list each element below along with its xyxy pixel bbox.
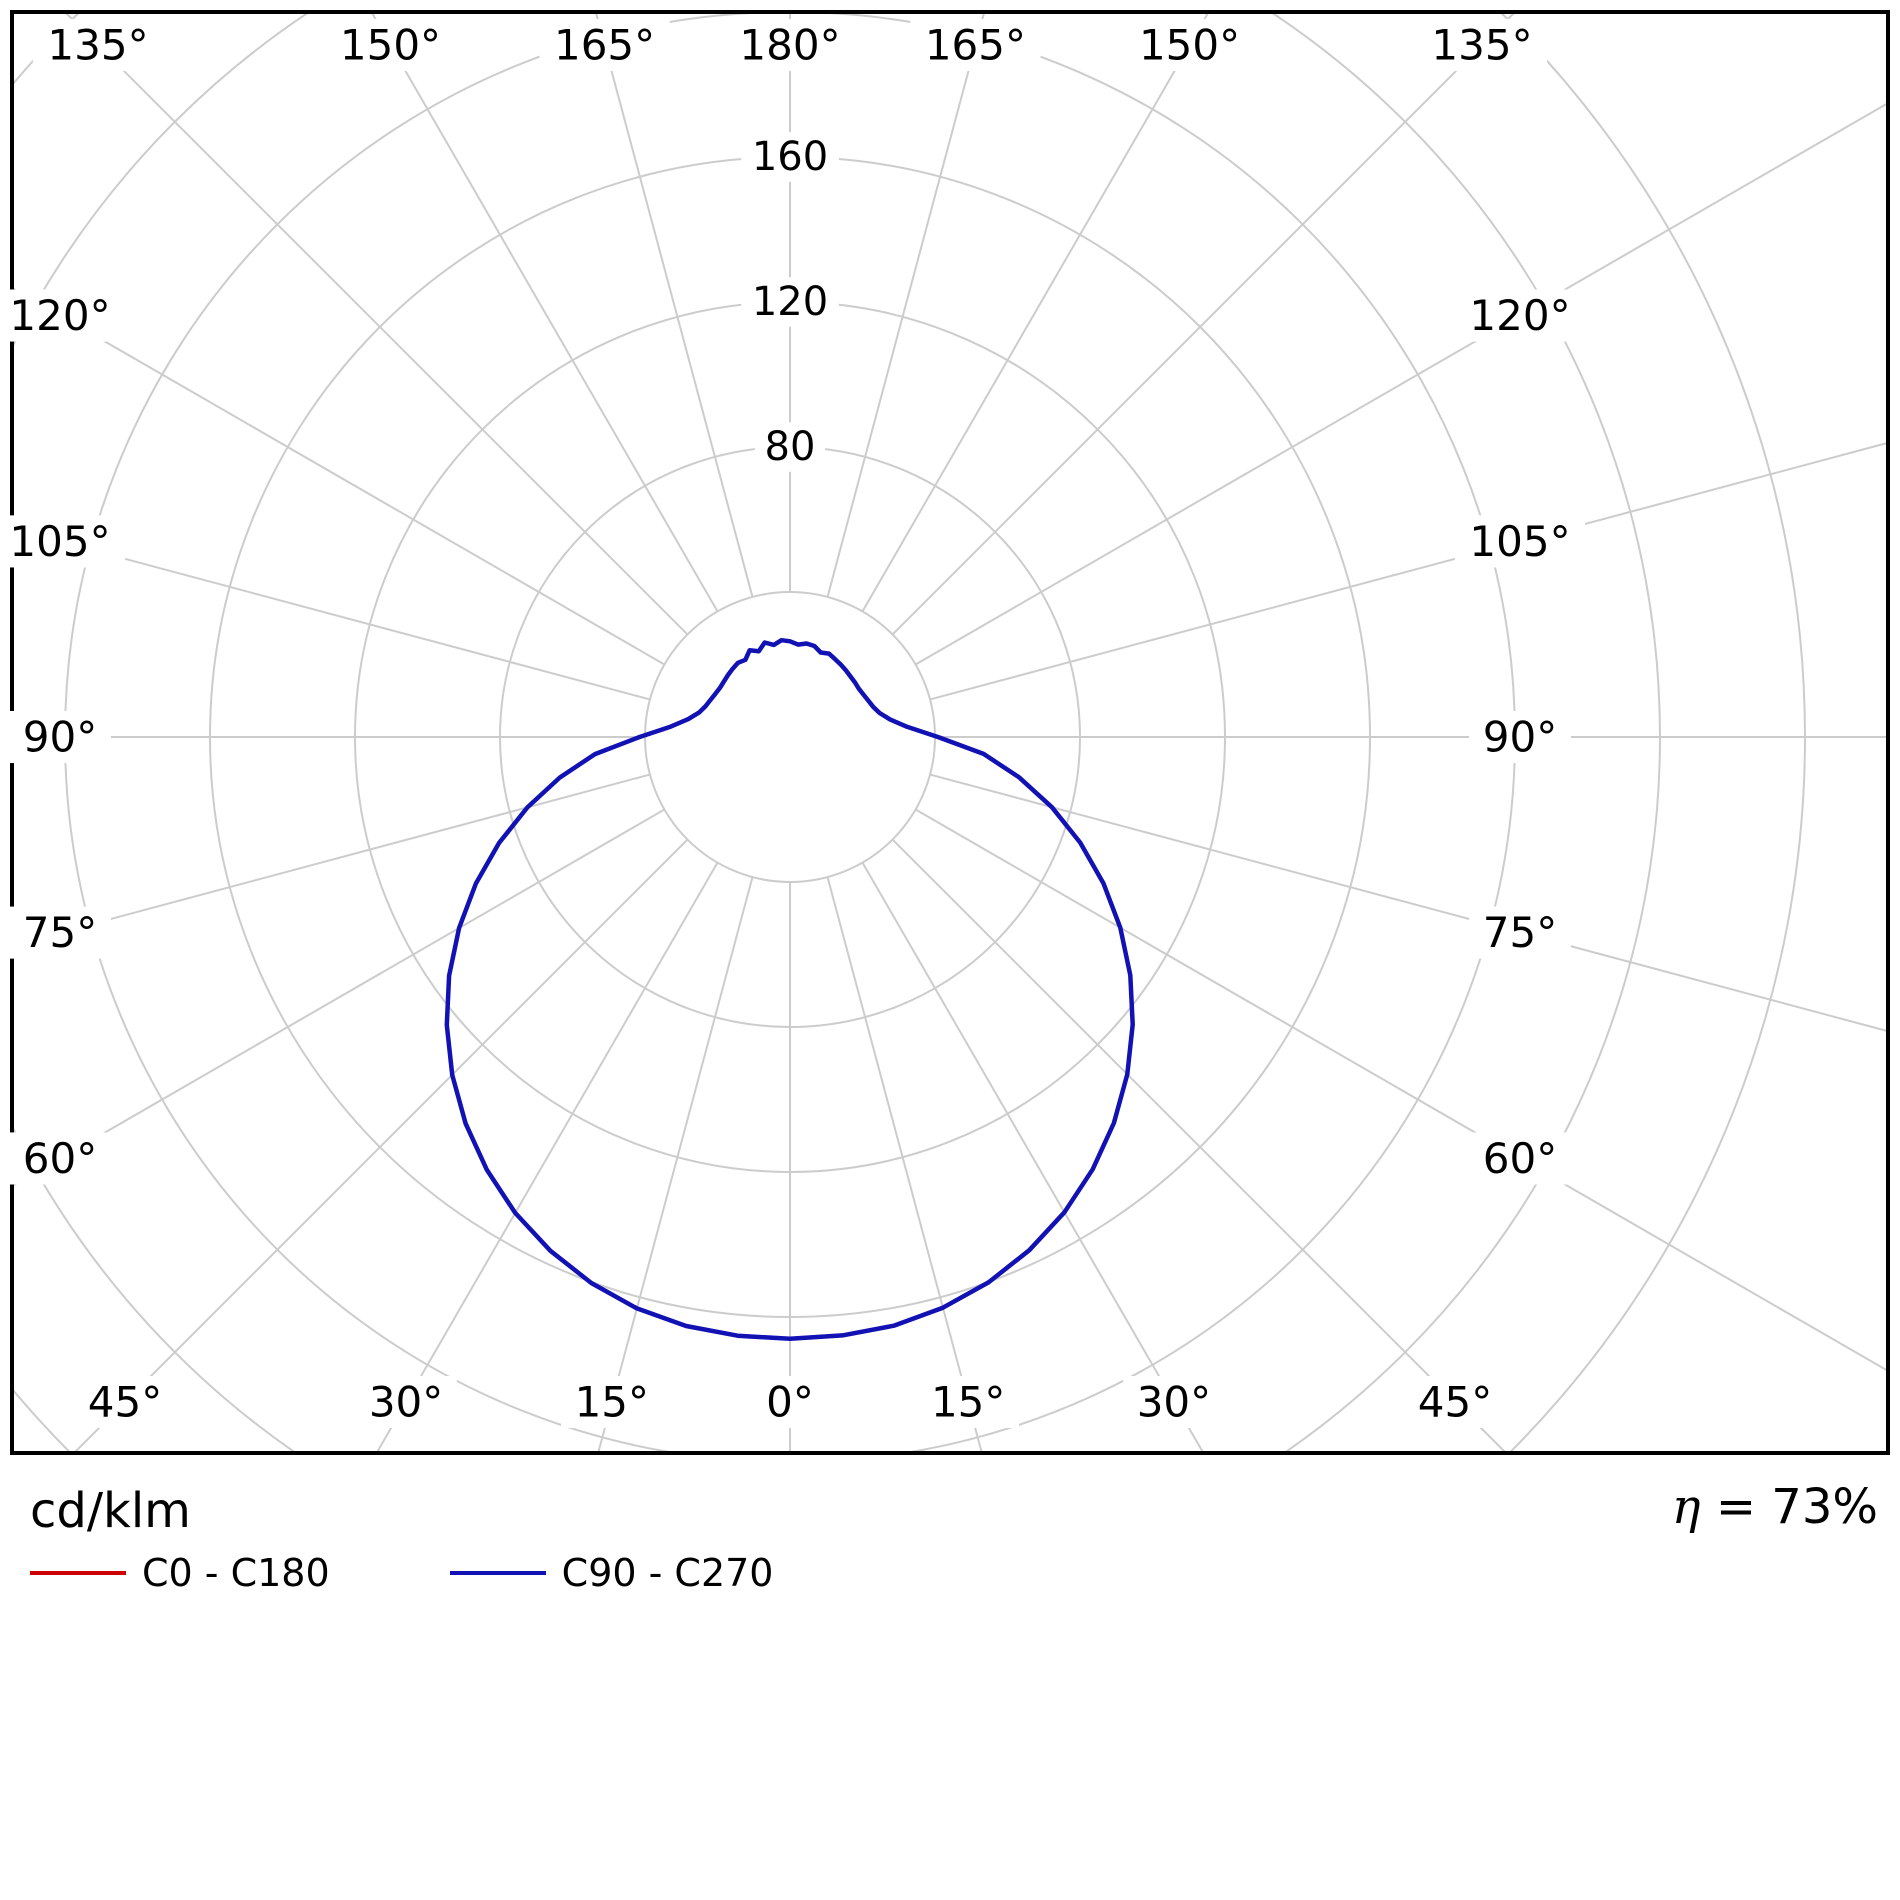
legend: C0 - C180 C90 - C270 xyxy=(30,1551,773,1595)
legend-line-c0-c180 xyxy=(30,1571,126,1575)
angle-label: 75° xyxy=(23,908,97,957)
legend-line-c90-c270 xyxy=(449,1571,546,1575)
chart-footer: cd/klm η = 73% C0 - C180 C90 - C270 xyxy=(0,1465,1900,1665)
angle-label: 45° xyxy=(88,1378,162,1427)
angle-label: 30° xyxy=(1137,1378,1211,1427)
angle-label: 150° xyxy=(1139,21,1240,70)
angle-label: 45° xyxy=(1418,1378,1492,1427)
angle-label: 30° xyxy=(369,1378,443,1427)
curve-c90-c270 xyxy=(444,637,1135,1342)
angle-label: 15° xyxy=(931,1378,1005,1427)
radial-tick-label: 160 xyxy=(752,134,828,180)
angle-label: 60° xyxy=(1483,1134,1557,1183)
legend-label-c90-c270: C90 - C270 xyxy=(561,1551,774,1595)
radial-tick-label: 80 xyxy=(765,424,816,470)
angle-label: 0° xyxy=(766,1378,814,1427)
angle-label: 105° xyxy=(1469,517,1570,566)
radial-tick-label: 120 xyxy=(752,279,828,325)
angle-label: 75° xyxy=(1483,908,1557,957)
angle-label: 150° xyxy=(340,21,441,70)
angle-label: 15° xyxy=(575,1378,649,1427)
efficiency-label: η = 73% xyxy=(1672,1479,1878,1535)
plot-border xyxy=(10,10,1890,1455)
units-label: cd/klm xyxy=(30,1483,191,1539)
angle-label: 165° xyxy=(554,21,655,70)
angle-label: 90° xyxy=(1483,713,1557,762)
angle-label: 120° xyxy=(1469,291,1570,340)
eta-value: = 73% xyxy=(1715,1479,1878,1535)
angle-label: 165° xyxy=(925,21,1026,70)
axis-labels: 80 120 160 0° 180° 15° 15° 30° 30° 45° 45° 60° 60° 75… xyxy=(0,18,1586,1429)
angle-label: 90° xyxy=(23,713,97,762)
polar-chart: 80 120 160 0° 180° 15° 15° 30° 30° 45° 45° 60° 60° 75… xyxy=(0,10,1890,1455)
legend-item-c90-c270: C90 - C270 xyxy=(449,1551,774,1595)
angle-label: 135° xyxy=(47,21,148,70)
angle-label: 120° xyxy=(9,291,110,340)
legend-label-c0-c180: C0 - C180 xyxy=(142,1551,330,1595)
angle-label: 60° xyxy=(23,1134,97,1183)
legend-item-c0-c180: C0 - C180 xyxy=(30,1551,330,1595)
eta-symbol: η xyxy=(1671,1479,1701,1535)
angle-label: 180° xyxy=(739,21,840,70)
angle-label: 135° xyxy=(1431,21,1532,70)
angle-label: 105° xyxy=(9,517,110,566)
